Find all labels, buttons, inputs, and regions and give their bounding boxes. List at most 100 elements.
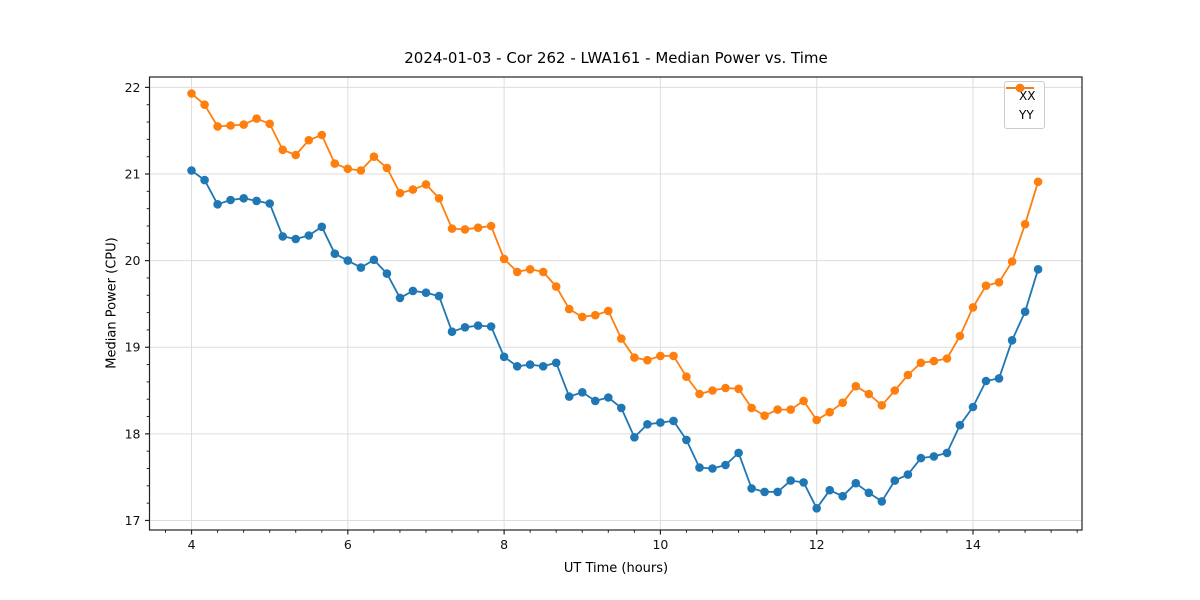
data-point-XX [330, 249, 340, 258]
data-point-XX [317, 222, 327, 232]
data-point-YY [968, 303, 978, 312]
data-point-YY [512, 267, 522, 277]
data-point-YY [604, 306, 613, 316]
data-point-YY [460, 225, 470, 234]
data-point-XX [499, 352, 509, 362]
data-point-XX [447, 327, 457, 337]
data-point-YY [213, 122, 222, 131]
data-point-XX [265, 199, 275, 208]
data-point-YY [239, 120, 248, 129]
legend-sample-YY [1006, 83, 1034, 93]
data-point-XX [525, 360, 535, 369]
data-point-XX [252, 196, 261, 206]
legend-label-XX: XX [1019, 88, 1036, 103]
data-point-XX [786, 476, 795, 485]
data-point-YY [695, 389, 704, 399]
data-point-YY [564, 304, 574, 314]
data-point-XX [864, 488, 874, 498]
data-point-XX [473, 321, 483, 330]
data-point-XX [955, 420, 965, 430]
data-point-XX [369, 255, 379, 265]
data-point-XX [968, 402, 978, 412]
data-point-XX [591, 396, 600, 406]
data-point-XX [551, 358, 561, 368]
data-point-XX [708, 464, 717, 473]
data-point-YY [656, 351, 665, 361]
data-point-XX [356, 263, 366, 272]
data-point-YY [682, 372, 691, 382]
legend-item-YY: YY [1006, 83, 1035, 124]
data-point-XX [421, 288, 431, 298]
data-point-XX [239, 194, 248, 203]
data-point-XX [994, 374, 1004, 383]
data-point-XX [877, 497, 887, 506]
data-point-XX [278, 232, 288, 241]
data-point-XX [578, 388, 587, 397]
data-point-YY [591, 310, 600, 320]
x-tick-label: 10 [652, 537, 668, 552]
data-point-YY [864, 389, 874, 399]
data-point-YY [747, 403, 756, 413]
data-point-XX [460, 323, 470, 332]
data-point-YY [630, 353, 639, 362]
data-point-YY [643, 355, 652, 365]
data-point-YY [421, 180, 431, 189]
data-point-YY [434, 194, 444, 203]
data-point-XX [395, 293, 405, 303]
data-point-YY [981, 281, 991, 291]
plot-area [148, 76, 1083, 531]
data-point-YY [343, 164, 353, 174]
data-point-YY [1033, 177, 1043, 187]
data-point-XX [434, 291, 444, 301]
data-point-YY [356, 166, 366, 175]
data-point-YY [278, 145, 288, 155]
data-point-YY [578, 312, 587, 322]
data-point-XX [669, 416, 678, 426]
data-point-XX [682, 435, 691, 445]
data-point-XX [812, 504, 821, 513]
data-point-YY [369, 152, 379, 161]
data-point-XX [187, 166, 196, 175]
data-point-YY [187, 89, 196, 98]
series-line-XX [190, 169, 1039, 510]
y-tick-label: 17 [125, 513, 141, 528]
data-point-YY [330, 159, 340, 168]
data-point-YY [929, 356, 939, 366]
data-point-YY [1020, 219, 1030, 229]
data-point-YY [1007, 257, 1017, 266]
x-tick-label: 8 [500, 537, 508, 552]
data-point-YY [903, 370, 913, 380]
data-point-YY [200, 100, 209, 109]
data-point-YY [499, 254, 509, 264]
chart-title: 2024-01-03 - Cor 262 - LWA161 - Median P… [404, 49, 828, 67]
y-tick-label: 19 [125, 340, 141, 355]
data-point-YY [617, 334, 626, 343]
data-point-XX [721, 460, 730, 470]
data-point-YY [447, 224, 457, 233]
data-point-YY [317, 130, 327, 140]
data-point-XX [643, 420, 652, 429]
data-point-XX [851, 478, 861, 488]
data-point-YY [669, 351, 678, 361]
x-tick-label: 4 [188, 537, 196, 552]
data-point-YY [395, 188, 405, 198]
data-point-YY [551, 282, 561, 291]
data-point-XX [825, 485, 834, 495]
data-point-YY [786, 405, 795, 414]
y-tick-label: 21 [125, 167, 141, 182]
data-point-XX [343, 256, 353, 265]
data-point-YY [838, 398, 847, 408]
data-point-YY [955, 331, 965, 341]
data-point-YY [851, 381, 861, 391]
data-point-YY [916, 358, 926, 368]
y-tick-label: 18 [125, 426, 141, 441]
data-point-XX [916, 453, 926, 463]
data-point-XX [304, 231, 314, 240]
data-point-XX [903, 470, 913, 479]
data-point-XX [1020, 307, 1030, 317]
legend: XX YY [1004, 81, 1046, 129]
x-tick-label: 6 [344, 537, 352, 552]
data-point-XX [929, 452, 939, 461]
data-point-XX [291, 234, 301, 244]
